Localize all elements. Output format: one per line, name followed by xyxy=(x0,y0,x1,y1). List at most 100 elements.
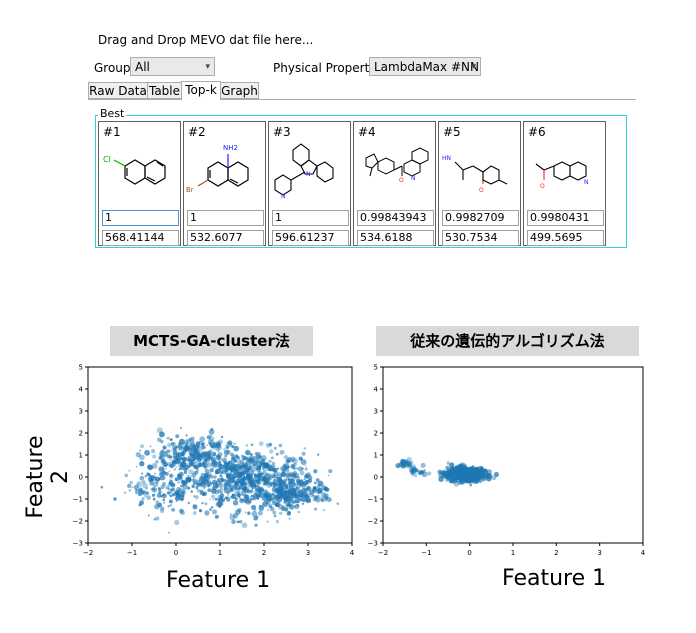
data-point xyxy=(276,496,283,503)
data-point xyxy=(175,500,178,502)
score-field[interactable]: 0.99843943 xyxy=(357,210,434,226)
data-point xyxy=(124,473,128,478)
data-point xyxy=(427,471,432,476)
property-value-field[interactable]: 530.7534 xyxy=(442,230,519,246)
data-point xyxy=(474,467,478,470)
data-point xyxy=(268,459,272,463)
data-point xyxy=(181,442,188,449)
data-point xyxy=(209,467,214,473)
data-point xyxy=(221,493,224,496)
data-point xyxy=(176,455,182,462)
data-point xyxy=(301,491,304,494)
data-point xyxy=(186,443,189,446)
x-tick-label: 2 xyxy=(554,549,558,557)
svg-text:O: O xyxy=(399,177,404,184)
data-point xyxy=(236,489,241,494)
property-value-field[interactable]: 534.6188 xyxy=(357,230,434,246)
data-point xyxy=(155,480,159,484)
data-point xyxy=(300,489,302,491)
data-point xyxy=(297,510,300,514)
data-point xyxy=(146,472,150,476)
data-point xyxy=(287,496,290,499)
data-point xyxy=(219,464,223,467)
tab-graph[interactable]: Graph xyxy=(220,82,259,99)
data-point xyxy=(406,456,412,463)
score-field[interactable]: 1 xyxy=(187,210,264,226)
tab-raw-data[interactable]: Raw Data xyxy=(88,82,148,99)
data-point xyxy=(285,476,291,481)
data-point xyxy=(281,506,286,512)
data-point xyxy=(328,469,333,474)
data-point xyxy=(196,489,201,493)
data-point xyxy=(155,500,159,504)
data-point xyxy=(209,474,214,479)
data-point xyxy=(217,460,222,465)
result-card-3[interactable]: #3 N N 1 596.61237 xyxy=(268,121,351,246)
score-field[interactable]: 1 xyxy=(102,210,179,226)
x-tick-label: 1 xyxy=(511,549,515,557)
result-card-6[interactable]: #6 O N 0.9980431 499.5695 xyxy=(523,121,606,246)
data-point xyxy=(151,487,158,493)
left-plot-title: MCTS-GA-cluster法 xyxy=(110,326,313,356)
data-point xyxy=(174,519,180,526)
result-card-4[interactable]: #4 O N 0.99843943 534.6188 xyxy=(353,121,436,246)
result-card-1[interactable]: #1 Cl 1 568.41144 xyxy=(98,121,181,246)
data-point xyxy=(475,470,480,475)
property-value-field[interactable]: 568.41144 xyxy=(102,230,179,246)
score-field[interactable]: 0.9982709 xyxy=(442,210,519,226)
data-point xyxy=(420,462,426,468)
data-point xyxy=(176,473,182,479)
data-point xyxy=(226,494,230,497)
group-select[interactable]: All ▾ xyxy=(130,57,215,76)
data-point xyxy=(255,467,261,473)
data-point xyxy=(159,431,165,438)
data-point xyxy=(401,465,404,468)
data-point xyxy=(249,480,253,484)
property-value-field[interactable]: 499.5695 xyxy=(527,230,604,246)
svg-text:O: O xyxy=(479,187,484,194)
data-point xyxy=(158,466,165,472)
data-point xyxy=(212,453,217,457)
data-point xyxy=(150,488,153,491)
data-point xyxy=(249,452,253,456)
data-point xyxy=(292,482,296,486)
data-point xyxy=(225,473,231,478)
data-point xyxy=(255,479,258,482)
score-field[interactable]: 0.9980431 xyxy=(527,210,604,226)
property-value-field[interactable]: 596.61237 xyxy=(272,230,349,246)
data-point xyxy=(149,474,154,480)
data-point xyxy=(205,453,210,458)
tab-top-k[interactable]: Top-k xyxy=(181,81,221,100)
property-select[interactable]: LambdaMax #NN ▾ xyxy=(369,57,481,76)
data-point xyxy=(229,452,234,457)
tab-table[interactable]: Table xyxy=(147,82,182,99)
score-field[interactable]: 1 xyxy=(272,210,349,226)
data-point xyxy=(442,471,447,477)
data-point xyxy=(170,449,173,452)
data-point xyxy=(220,435,224,439)
data-point xyxy=(180,484,183,488)
result-card-5[interactable]: #5 HN O 0.9982709 530.7534 xyxy=(438,121,521,246)
data-point xyxy=(268,442,273,447)
data-point xyxy=(278,443,283,448)
data-point xyxy=(286,457,293,463)
data-point xyxy=(486,469,492,475)
data-point xyxy=(167,442,172,448)
data-point xyxy=(177,481,180,484)
data-point xyxy=(187,501,191,505)
result-card-2[interactable]: #2 NH2 Br 1 532.6077 xyxy=(183,121,266,246)
data-point xyxy=(464,470,471,477)
drop-hint[interactable]: Drag and Drop MEVO dat file here... xyxy=(98,33,314,47)
data-point xyxy=(236,459,242,465)
property-value-field[interactable]: 532.6077 xyxy=(187,230,264,246)
data-point xyxy=(161,450,168,457)
data-point xyxy=(279,449,285,455)
data-point xyxy=(293,462,297,467)
data-point xyxy=(226,463,229,467)
data-point xyxy=(257,510,263,516)
data-point xyxy=(123,491,127,495)
data-point xyxy=(277,484,284,491)
data-point xyxy=(166,449,171,454)
data-point xyxy=(145,486,148,490)
